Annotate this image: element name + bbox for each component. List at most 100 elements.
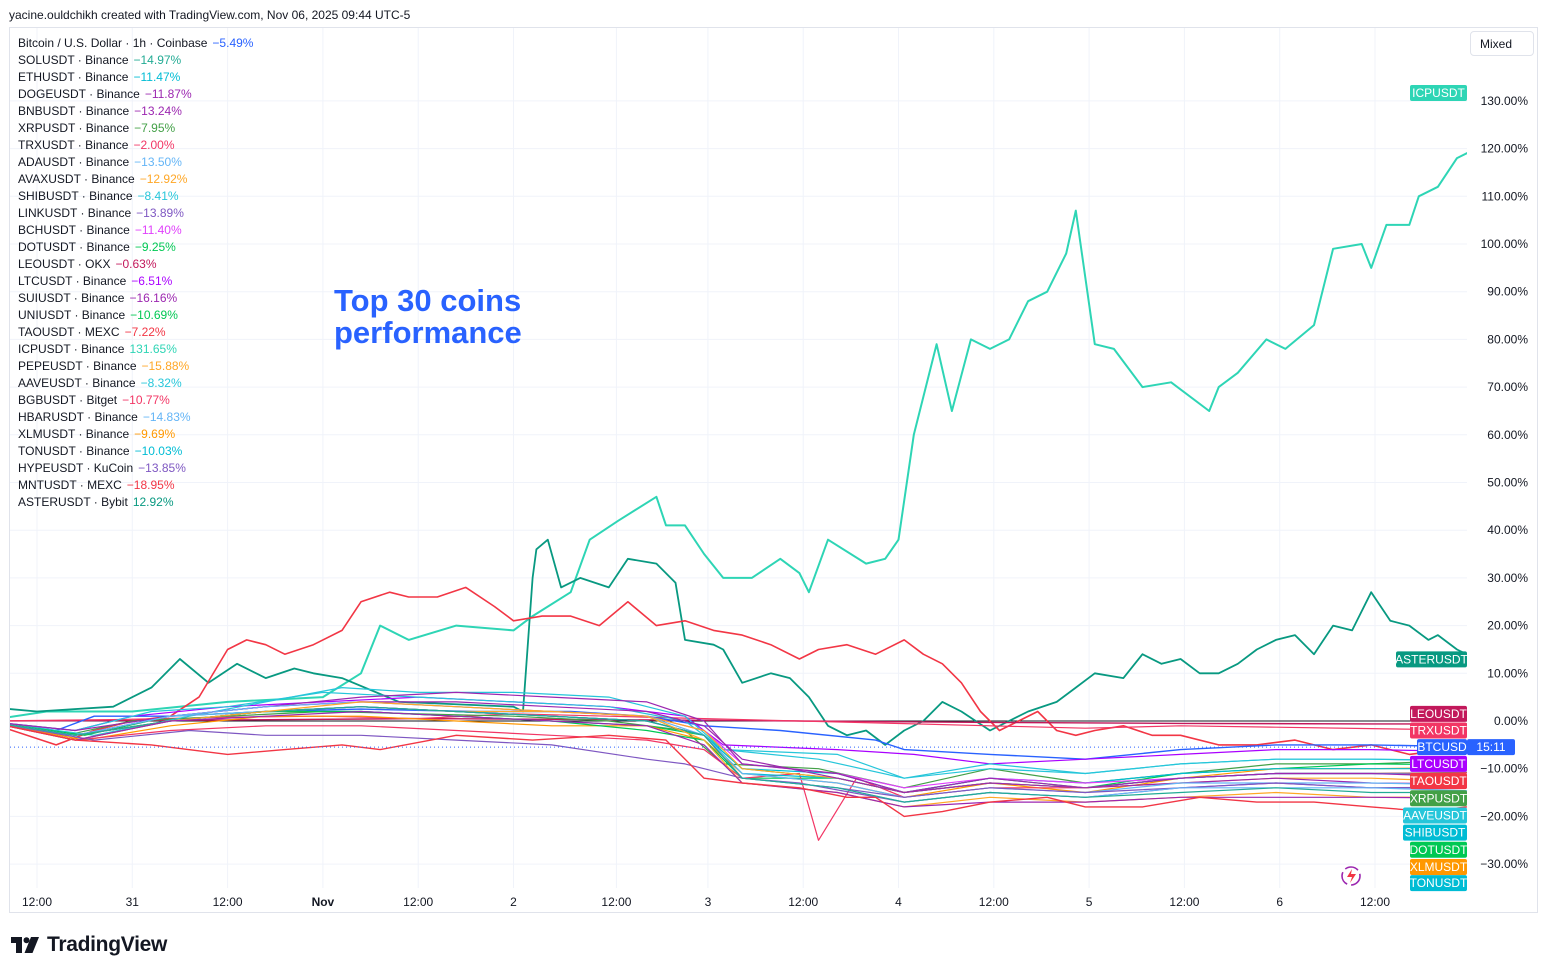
series-line-pepeusdt[interactable] [0, 701, 1495, 808]
legend-change: −6.51% [131, 274, 173, 288]
legend-change: −8.41% [137, 189, 179, 203]
series-line-shibusdt[interactable] [0, 686, 1495, 779]
series-line-mntusdt[interactable] [0, 721, 1495, 818]
replay-icon[interactable] [1341, 866, 1361, 886]
series-line-hypeusdt[interactable] [0, 721, 1495, 803]
legend-symbol: BCHUSDT · Binance [18, 223, 130, 237]
y-tick-label: 30.00% [1487, 571, 1528, 585]
legend-item[interactable]: HYPEUSDT · KuCoin −13.85% [18, 460, 253, 477]
tradingview-logo[interactable]: TradingView [11, 933, 167, 957]
legend-item[interactable]: SHIBUSDT · Binance −8.41% [18, 188, 253, 205]
legend-item[interactable]: AAVEUSDT · Binance −8.32% [18, 375, 253, 392]
legend-symbol: TRXUSDT · Binance [18, 138, 129, 152]
legend-item[interactable]: PEPEUSDT · Binance −15.88% [18, 358, 253, 375]
legend-change: −14.97% [133, 53, 182, 67]
annotation-line-2: performance [334, 315, 522, 350]
series-price-label: XRPUSDT [1410, 791, 1468, 805]
x-tick-label: 3 [705, 895, 712, 909]
series-price-label-bg [1417, 739, 1467, 756]
series-line-icpusdt[interactable] [0, 68, 1495, 722]
legend-change: −2.00% [133, 138, 175, 152]
series-price-label-bg [1410, 858, 1467, 875]
series-price-label: AAVEUSDT [1403, 808, 1467, 822]
legend-change: −13.50% [134, 155, 182, 169]
legend-item[interactable]: LEOUSDT · OKX −0.63% [18, 256, 253, 273]
legend-change: −13.89% [136, 206, 184, 220]
legend-item[interactable]: DOGEUSDT · Binance −11.87% [18, 86, 253, 103]
legend-item[interactable]: MNTUSDT · MEXC −18.95% [18, 477, 253, 494]
y-tick-label: 0.00% [1494, 714, 1528, 728]
legend-item[interactable]: BGBUSDT · Bitget −10.77% [18, 392, 253, 409]
legend-change: −8.32% [140, 376, 182, 390]
series-price-label: XLMUSDT [1410, 860, 1468, 874]
series-line-taousdt[interactable] [0, 586, 1476, 756]
y-tick-label: 80.00% [1487, 332, 1528, 346]
legend-change: −9.69% [134, 427, 176, 441]
x-tick-label: 4 [895, 895, 902, 909]
legend-item[interactable]: ICPUSDT · Binance 131.65% [18, 341, 253, 358]
legend-item[interactable]: TONUSDT · Binance −10.03% [18, 443, 253, 460]
legend-symbol: AAVEUSDT · Binance [18, 376, 136, 390]
tradingview-logo-text: TradingView [47, 933, 168, 956]
series-price-label: LEOUSDT [1410, 707, 1467, 721]
legend-change: −10.03% [134, 444, 183, 458]
legend-symbol: UNIUSDT · Binance [18, 308, 126, 322]
legend-item[interactable]: XRPUSDT · Binance −7.95% [18, 120, 253, 137]
scale-mode-button[interactable]: Mixed [1470, 31, 1534, 56]
legend-item[interactable]: ADAUSDT · Binance −13.50% [18, 154, 253, 171]
series-legend: Bitcoin / U.S. Dollar · 1h · Coinbase −5.… [18, 35, 253, 511]
y-tick-label: 60.00% [1487, 428, 1528, 442]
y-tick-label: 110.00% [1482, 189, 1529, 203]
legend-item[interactable]: SOLUSDT · Binance −14.97% [18, 52, 253, 69]
series-price-label-bg [1410, 790, 1467, 807]
legend-change: −7.22% [124, 325, 166, 339]
legend-change: −10.69% [130, 308, 178, 322]
series-price-label-bg [1410, 705, 1467, 722]
series-group [0, 68, 1495, 841]
legend-item[interactable]: HBARUSDT · Binance −14.83% [18, 409, 253, 426]
series-price-label-bg [1403, 824, 1467, 841]
legend-change: −9.25% [134, 240, 176, 254]
series-price-label-bg [1410, 722, 1467, 739]
x-tick-label: 12:00 [788, 895, 818, 909]
legend-item[interactable]: LTCUSDT · Binance −6.51% [18, 273, 253, 290]
legend-symbol: XRPUSDT · Binance [18, 121, 130, 135]
chart-header: yacine.ouldchikh created with TradingVie… [9, 8, 411, 22]
series-line-adausdt[interactable] [0, 706, 1495, 798]
legend-symbol: LTCUSDT · Binance [18, 274, 127, 288]
chart-annotation: Top 30 coins performance [334, 285, 522, 349]
legend-item[interactable]: BNBUSDT · Binance −13.24% [18, 103, 253, 120]
legend-item[interactable]: DOTUSDT · Binance −9.25% [18, 239, 253, 256]
legend-symbol: PEPEUSDT · Binance [18, 359, 137, 373]
legend-change: −11.47% [133, 70, 181, 84]
countdown-label: 15:11 [1476, 740, 1505, 754]
legend-item[interactable]: SUIUSDT · Binance −16.16% [18, 290, 253, 307]
series-line-bgbusdt[interactable] [0, 721, 1495, 841]
y-tick-label: 10.00% [1487, 666, 1528, 680]
legend-symbol: XLMUSDT · Binance [18, 427, 130, 441]
legend-item[interactable]: AVAXUSDT · Binance −12.92% [18, 171, 253, 188]
legend-item[interactable]: ETHUSDT · Binance −11.47% [18, 69, 253, 86]
legend-item[interactable]: BCHUSDT · Binance −11.40% [18, 222, 253, 239]
legend-change: −13.85% [138, 461, 186, 475]
y-tick-label: −10.00% [1480, 762, 1528, 776]
x-tick-label: 31 [126, 895, 140, 909]
legend-item[interactable]: XLMUSDT · Binance −9.69% [18, 426, 253, 443]
series-price-label-bg [1410, 875, 1467, 892]
tradingview-logo-icon [11, 937, 39, 953]
series-price-label-bg [1403, 807, 1467, 824]
legend-item[interactable]: TAOUSDT · MEXC −7.22% [18, 324, 253, 341]
legend-symbol: ETHUSDT · Binance [18, 70, 129, 84]
series-price-label: TAOUSDT [1410, 774, 1467, 788]
legend-item[interactable]: UNIUSDT · Binance −10.69% [18, 307, 253, 324]
x-tick-label: 6 [1276, 895, 1283, 909]
legend-item[interactable]: TRXUSDT · Binance −2.00% [18, 137, 253, 154]
series-line-asterusdt[interactable] [0, 538, 1476, 746]
legend-item[interactable]: ASTERUSDT · Bybit 12.92% [18, 494, 253, 511]
series-price-label-bg [1410, 755, 1467, 772]
legend-item[interactable]: Bitcoin / U.S. Dollar · 1h · Coinbase −5.… [18, 35, 253, 52]
legend-item[interactable]: LINKUSDT · Binance −13.89% [18, 205, 253, 222]
x-tick-label: 5 [1086, 895, 1093, 909]
legend-change: 131.65% [129, 342, 177, 356]
